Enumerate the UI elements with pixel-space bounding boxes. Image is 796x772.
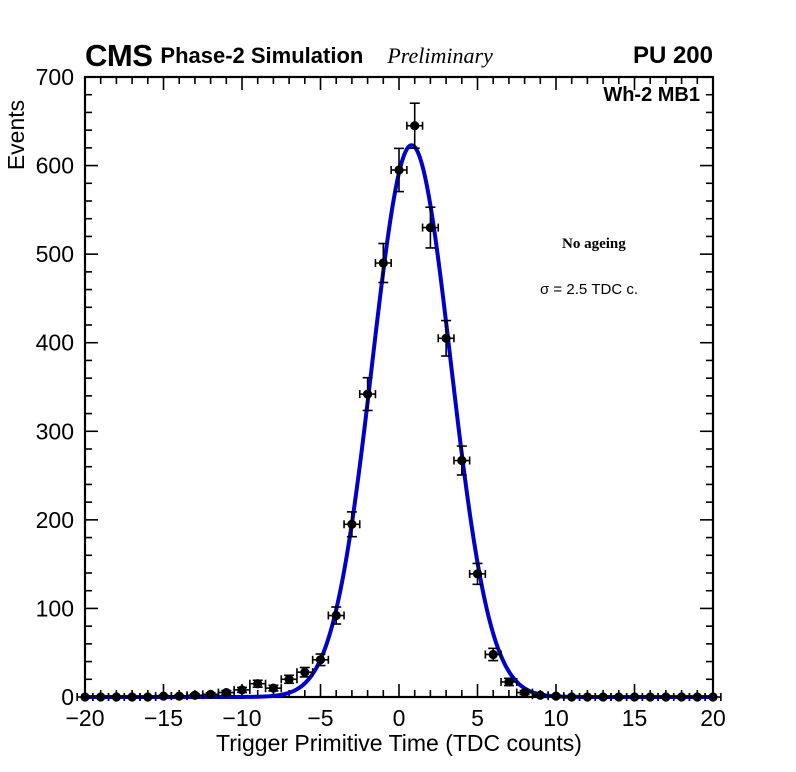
svg-text:−5: −5: [307, 705, 333, 731]
data-points-series: [76, 102, 722, 702]
ageing-annotation: No ageing: [562, 236, 626, 252]
data-point: [249, 679, 267, 689]
svg-text:20: 20: [700, 705, 726, 731]
data-point: [374, 242, 392, 284]
svg-text:5: 5: [471, 705, 484, 731]
data-point: [327, 606, 345, 625]
data-point: [201, 689, 220, 699]
cms-logo-text: CMS: [85, 38, 153, 73]
data-point: [468, 562, 487, 586]
data-point: [296, 666, 314, 678]
pileup-label: PU 200: [632, 42, 713, 69]
data-point: [390, 147, 408, 193]
data-point: [421, 206, 440, 249]
cms-subtitle-text: Phase-2 Simulation: [160, 43, 364, 68]
gaussian-fit-curve: [83, 143, 715, 699]
svg-text:−15: −15: [144, 705, 183, 731]
svg-text:100: 100: [36, 595, 74, 621]
data-point: [657, 692, 675, 702]
data-point: [672, 692, 691, 702]
svg-text:700: 700: [36, 64, 74, 90]
svg-text:15: 15: [622, 705, 648, 731]
data-point: [484, 647, 502, 662]
cms-preliminary-text: Preliminary: [387, 43, 493, 68]
svg-text:−10: −10: [222, 705, 261, 731]
svg-text:0: 0: [393, 705, 406, 731]
data-point: [563, 692, 581, 702]
data-point: [154, 691, 173, 701]
svg-text:400: 400: [36, 330, 74, 356]
data-point: [76, 692, 94, 702]
data-point: [92, 692, 110, 702]
svg-text:0: 0: [61, 684, 74, 710]
chamber-label: Wh-2 MB1: [603, 84, 700, 106]
svg-text:500: 500: [36, 241, 74, 267]
data-point: [610, 692, 628, 702]
data-point: [500, 677, 518, 687]
data-point: [594, 692, 612, 702]
axis-ticks: [84, 76, 714, 698]
svg-text:−20: −20: [65, 705, 104, 731]
data-point: [531, 690, 549, 700]
data-point: [358, 376, 377, 412]
data-point: [437, 319, 455, 357]
data-point: [641, 692, 659, 702]
axis-tick-labels: −20 −15 −10 −5 0 5 10 15 20010020030040050060070…: [36, 64, 726, 731]
data-point: [107, 692, 126, 702]
data-point: [578, 692, 597, 702]
data-point: [453, 445, 471, 476]
data-point: [139, 692, 157, 702]
data-point: [233, 685, 251, 695]
data-point: [123, 692, 141, 702]
data-point: [515, 687, 534, 698]
svg-text:300: 300: [36, 418, 74, 444]
cms-header-banner: CMS Phase-2 Simulation Preliminary PU 20…: [85, 38, 713, 73]
data-point: [547, 691, 565, 701]
data-point: [688, 692, 706, 702]
svg-text:10: 10: [543, 705, 569, 731]
data-point: [264, 683, 283, 693]
data-point: [704, 692, 722, 702]
data-point: [625, 692, 644, 702]
data-point: [343, 511, 361, 538]
svg-text:600: 600: [36, 153, 74, 179]
data-point: [280, 674, 298, 685]
sigma-annotation: σ = 2.5 TDC c.: [540, 281, 639, 298]
x-axis-title: Trigger Primitive Time (TDC counts): [216, 730, 582, 756]
data-point: [311, 653, 330, 667]
svg-text:200: 200: [36, 507, 74, 533]
data-point: [406, 102, 424, 150]
data-point: [170, 691, 188, 701]
